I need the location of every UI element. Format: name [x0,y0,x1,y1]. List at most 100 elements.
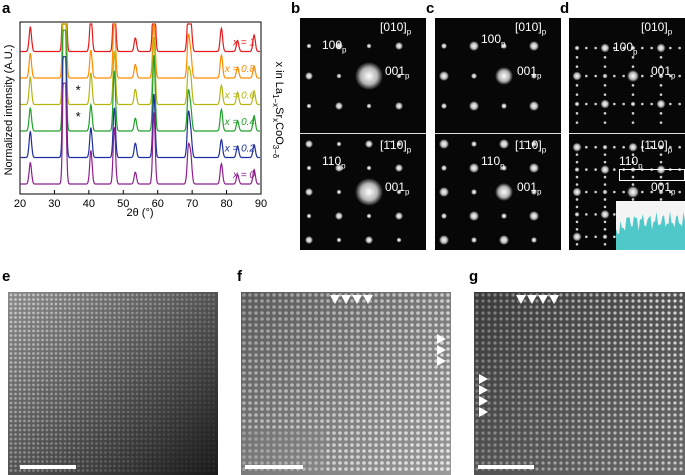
atom-column [81,446,85,450]
atom-column [149,361,152,364]
atom-column [499,311,503,315]
atom-column [637,431,641,435]
atom-column [266,317,270,321]
atom-column [41,446,44,450]
arrow-marker [437,345,446,355]
atom-column [63,343,67,346]
atom-column [619,437,623,441]
atom-column [113,320,116,324]
atom-column [529,407,533,411]
atom-column [625,311,629,315]
atom-column [493,413,497,417]
atom-column [571,365,575,369]
atom-column [72,433,76,436]
atom-column [607,401,611,405]
atom-column [144,464,148,468]
atom-column [254,347,258,351]
atom-column [643,437,647,441]
atom-column [613,335,617,339]
atom-column [180,428,184,432]
atom-column [68,356,71,360]
atom-column [493,449,497,453]
superlattice-spot [603,198,607,201]
atom-column [207,451,211,454]
atom-column [416,431,420,435]
atom-column [158,401,161,405]
atom-column [296,461,300,465]
atom-column [207,455,211,459]
atom-column [505,401,509,405]
atom-column [266,371,270,375]
atom-column [77,419,80,423]
atom-column [81,428,85,432]
atom-column [481,317,485,321]
atom-column [158,388,161,391]
atom-column [14,302,17,306]
atom-column [122,334,125,337]
atom-column [535,395,539,399]
atom-column [18,433,22,436]
atom-column [475,461,479,465]
superlattice-spot [631,112,635,115]
atom-column [198,424,202,427]
atom-column [338,347,342,351]
atom-column [314,293,318,297]
atom-column [308,395,312,399]
superlattice-spot [575,121,579,124]
atom-column [410,293,414,297]
atom-column [108,455,112,459]
atom-column [272,371,276,375]
atom-column [505,359,509,363]
atom-column [541,455,545,459]
atom-column [619,341,623,345]
atom-column [41,325,44,328]
atom-column [140,302,143,306]
atom-column [167,379,170,382]
diffraction-spot [471,141,477,147]
atom-column [68,392,71,396]
atom-column [72,370,76,373]
atom-column [332,443,336,447]
atom-column [18,446,22,450]
atom-column [673,455,677,459]
atom-column [95,392,98,396]
atom-column [95,464,98,468]
atom-column [320,395,324,399]
atom-column [332,347,336,351]
atom-column [428,323,432,327]
atom-column [122,307,125,310]
atom-column [126,307,130,310]
atom-column [487,431,491,435]
atom-column [50,437,53,441]
atom-column [149,356,152,360]
atom-column [90,329,94,333]
panel-label-b: b [291,0,301,17]
atom-column [194,446,197,450]
atom-column [126,428,130,432]
atom-column [167,316,170,319]
atom-column [655,317,659,321]
atom-column [140,392,143,396]
atom-column [194,325,197,328]
atom-column [266,365,270,369]
superlattice-spot [631,84,635,87]
atom-column [180,298,184,301]
atom-column [126,356,130,360]
atom-column [398,383,402,387]
atom-column [589,329,593,333]
atom-column [577,365,581,369]
atom-column [284,389,288,393]
atom-column [18,365,22,369]
arrow-marker [437,334,446,344]
atom-column [203,316,206,319]
atom-column [673,431,677,435]
atom-column [207,298,211,301]
atom-column [144,334,148,337]
atom-column [595,401,599,405]
atom-column [535,443,539,447]
atom-column [571,467,575,471]
atom-column [446,455,450,459]
atom-column [99,329,103,333]
atom-column [198,352,202,355]
atom-column [126,397,130,400]
